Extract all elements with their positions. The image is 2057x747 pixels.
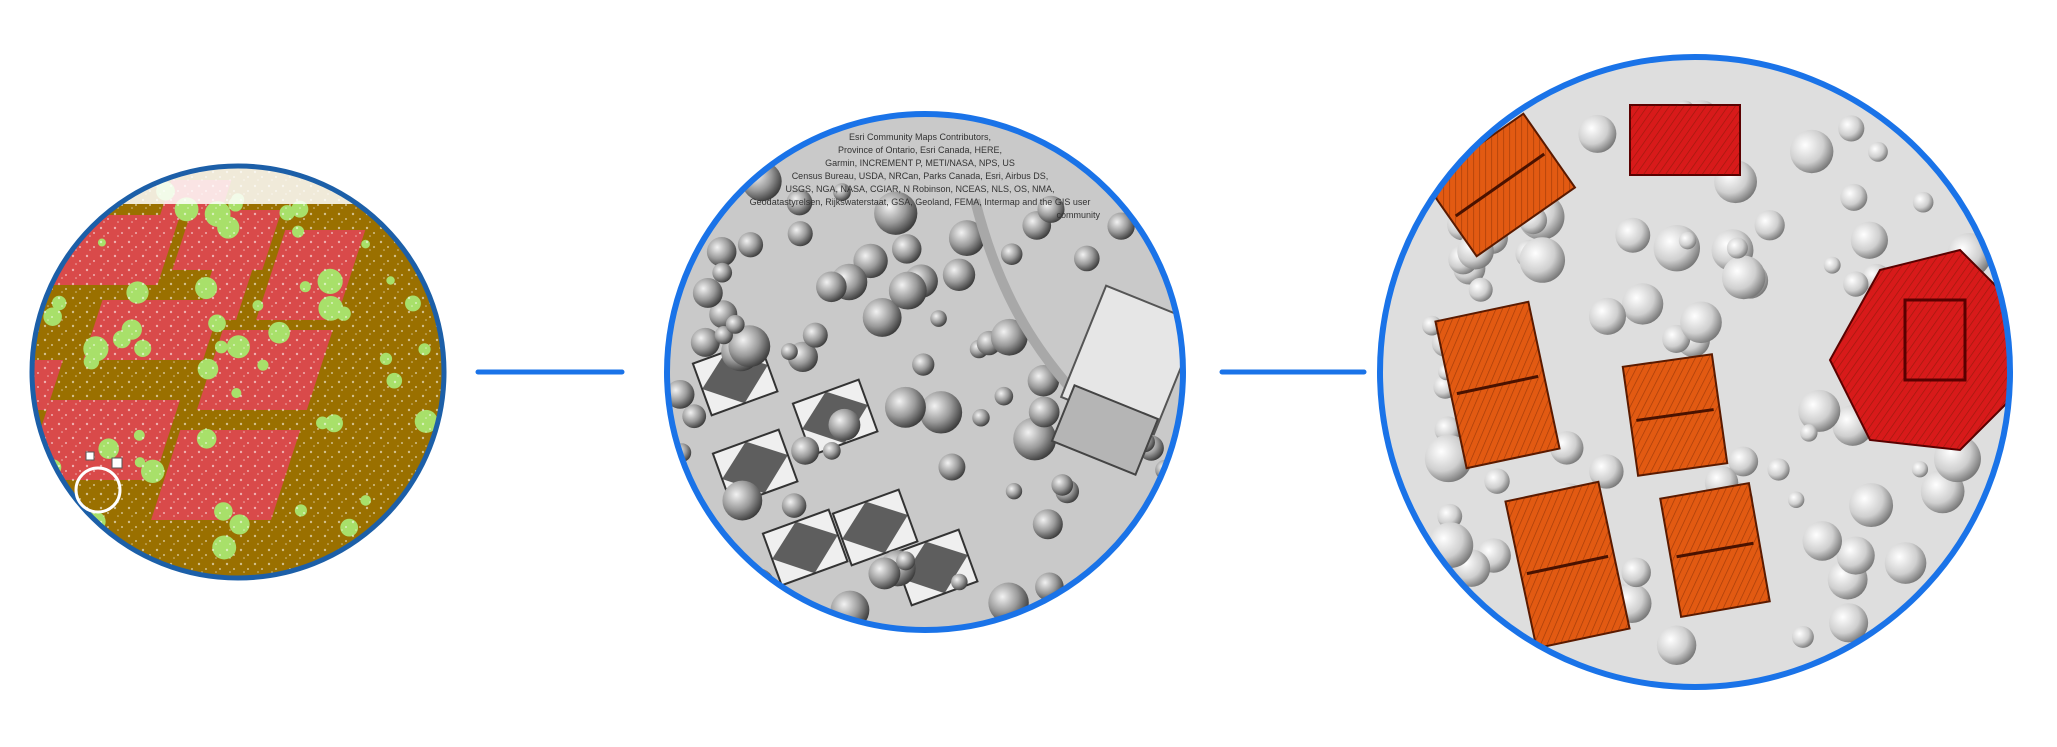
building-footprint-icon bbox=[1377, 54, 2013, 690]
point-cloud-icon bbox=[29, 163, 447, 581]
svg-text:Province of Ontario, Esri Cana: Province of Ontario, Esri Canada, HERE, bbox=[838, 145, 1002, 155]
navigation-compass-icon bbox=[74, 451, 123, 514]
svg-text:Esri Community Maps Contributo: Esri Community Maps Contributors, bbox=[849, 132, 991, 142]
svg-text:Garmin, INCREMENT P, METI/NASA: Garmin, INCREMENT P, METI/NASA, NPS, US bbox=[825, 158, 1015, 168]
svg-text:USGS, NGA, NASA, CGIAR, N Robi: USGS, NGA, NASA, CGIAR, N Robinson, NCEA… bbox=[785, 184, 1054, 194]
map-attribution: Esri Community Maps Contributors, Provin… bbox=[750, 132, 1101, 220]
svg-text:community: community bbox=[1056, 210, 1100, 220]
svg-text:Census Bureau, USDA, NRCan, Pa: Census Bureau, USDA, NRCan, Parks Canada… bbox=[792, 171, 1049, 181]
stage-3-ring bbox=[1377, 54, 2013, 690]
svg-text:Geodatastyrelsen, Rijkswaterst: Geodatastyrelsen, Rijkswaterstaat, GSA, … bbox=[750, 197, 1091, 207]
stage-1-ring bbox=[29, 163, 447, 581]
stage-2-ring bbox=[664, 111, 1186, 633]
hillshade-icon: Esri Community Maps Contributors, Provin… bbox=[664, 111, 1186, 633]
